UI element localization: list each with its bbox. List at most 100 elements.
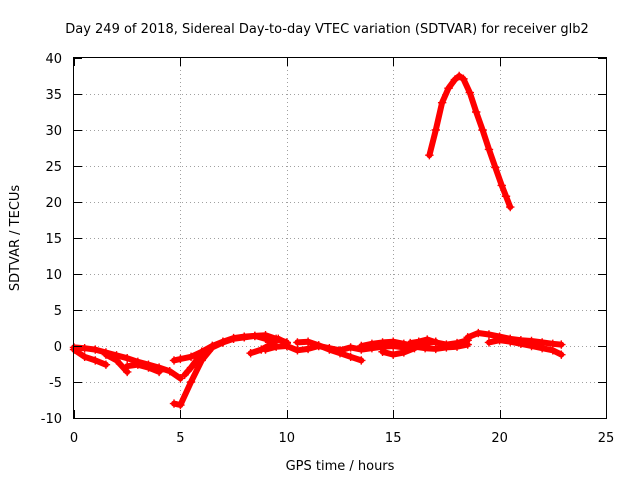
data-point: [367, 339, 377, 349]
data-point: [133, 360, 143, 369]
data-point: [218, 337, 228, 346]
data-point: [282, 341, 291, 351]
data-point: [101, 350, 111, 359]
data-point: [378, 347, 387, 356]
data-point: [101, 360, 111, 369]
data-point: [208, 341, 217, 351]
x-tick-label: 5: [176, 431, 184, 446]
data-point: [346, 352, 355, 361]
y-axis-label: SDTVAR / TECUs: [8, 185, 23, 292]
data-point: [91, 345, 100, 354]
series-arc-1: [69, 345, 111, 369]
data-point: [506, 202, 515, 212]
data-point: [293, 346, 302, 355]
data-point: [431, 125, 440, 135]
data-point: [506, 337, 515, 346]
series-line: [71, 346, 109, 368]
data-point: [437, 98, 447, 107]
data-point: [557, 340, 566, 349]
series-line: [464, 330, 565, 348]
x-tick-label: 15: [385, 431, 402, 446]
data-point: [410, 343, 419, 353]
data-point: [250, 331, 260, 341]
data-point: [548, 346, 557, 355]
data-point: [261, 345, 270, 354]
data-point: [399, 348, 409, 357]
data-point: [491, 163, 500, 172]
data-point: [246, 349, 255, 358]
data-point: [346, 343, 355, 352]
x-axis-label: GPS time / hours: [286, 459, 395, 474]
y-tick-label: 5: [54, 304, 62, 319]
data-point: [474, 328, 483, 338]
data-point: [450, 75, 460, 84]
y-tick-label: 15: [45, 232, 62, 247]
x-tick-label: 0: [70, 431, 78, 446]
data-point: [357, 341, 366, 351]
data-point: [484, 145, 494, 154]
data-point: [169, 399, 179, 408]
series-arc-16: [425, 71, 515, 212]
data-point: [186, 352, 196, 361]
y-tick-label: 40: [45, 52, 62, 67]
data-point: [454, 71, 464, 81]
series-arc-15: [484, 336, 566, 359]
data-point: [495, 336, 504, 345]
data-point: [197, 349, 206, 358]
data-point: [406, 338, 415, 348]
data-point: [378, 338, 387, 347]
data-point: [165, 367, 174, 376]
data-point: [414, 337, 423, 346]
data-point: [112, 356, 121, 365]
y-tick-label: 20: [45, 196, 62, 211]
data-point: [389, 337, 398, 346]
data-point: [425, 151, 434, 160]
data-point: [527, 341, 536, 351]
data-point: [537, 343, 547, 353]
data-point: [501, 192, 511, 201]
data-point: [240, 332, 249, 341]
data-point: [497, 181, 506, 190]
data-point: [176, 374, 185, 383]
data-point: [154, 367, 164, 377]
data-point: [274, 334, 283, 343]
data-point: [452, 338, 462, 348]
series-arc-11: [357, 337, 419, 351]
series-line: [124, 361, 163, 375]
grid-lines: [74, 58, 606, 418]
data-point: [186, 377, 196, 387]
data-point: [314, 341, 323, 350]
plot-frame: [73, 57, 607, 419]
y-tick-label: 35: [45, 88, 62, 103]
data-point: [180, 370, 189, 379]
data-point: [186, 363, 196, 372]
chart-title: Day 249 of 2018, Sidereal Day-to-day VTE…: [65, 22, 589, 37]
data-point: [261, 331, 270, 340]
y-tick-label: 0: [54, 340, 62, 355]
data-point: [123, 354, 132, 363]
data-point: [442, 340, 451, 349]
series-arc-7: [180, 331, 291, 379]
y-tick-label: 10: [45, 268, 62, 283]
x-tick-label: 25: [598, 431, 615, 446]
y-tick-label: -5: [49, 376, 62, 391]
y-tick-label: 25: [45, 160, 62, 175]
data-point: [176, 354, 185, 364]
data-point: [335, 349, 345, 358]
x-tick-label: 10: [279, 431, 296, 446]
data-point: [80, 352, 89, 361]
data-point: [423, 335, 432, 344]
data-point: [399, 339, 409, 349]
x-tick-labels: 0 5 10 15 20 25: [70, 431, 614, 446]
data-point: [471, 107, 481, 117]
data-point: [478, 125, 487, 135]
data-point: [444, 84, 453, 93]
series-arc-10: [293, 337, 366, 365]
data-point: [123, 361, 132, 371]
data-point: [80, 343, 89, 353]
y-tick-label: -10: [41, 412, 62, 427]
data-point: [484, 330, 494, 339]
data-point: [229, 333, 238, 343]
data-point: [144, 363, 153, 372]
